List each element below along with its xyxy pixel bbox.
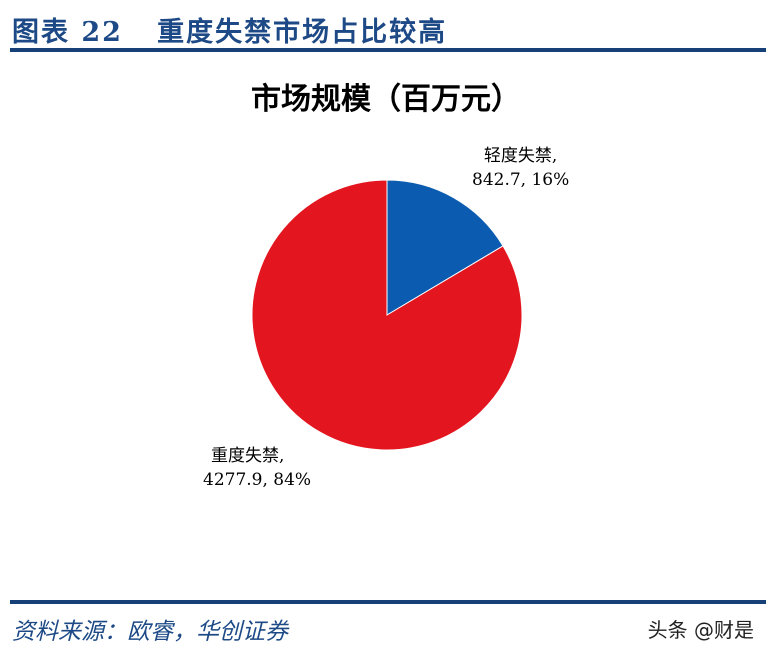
slice-label-mild: 轻度失禁, 842.7, 16% — [472, 144, 569, 192]
watermark: 头条 @财是 — [647, 618, 754, 642]
slice-label-severe: 重度失禁, 4277.9, 84% — [203, 444, 311, 492]
chart-title: 市场规模（百万元） — [251, 82, 521, 117]
figure-title: 图表 22 重度失禁市场占比较高 — [12, 17, 448, 48]
slice-label-mild-value: 842.7, 16% — [472, 170, 570, 190]
pie-slice-severe — [251, 179, 523, 451]
title-divider — [10, 48, 766, 52]
slice-label-severe-name: 重度失禁, — [211, 446, 285, 466]
footer-divider — [10, 600, 766, 604]
source-note: 资料来源：欧睿，华创证券 — [12, 619, 288, 645]
slice-label-severe-value: 4277.9, 84% — [203, 470, 312, 490]
pie-slice-mild — [386, 179, 504, 316]
slice-label-mild-name: 轻度失禁, — [483, 146, 558, 166]
